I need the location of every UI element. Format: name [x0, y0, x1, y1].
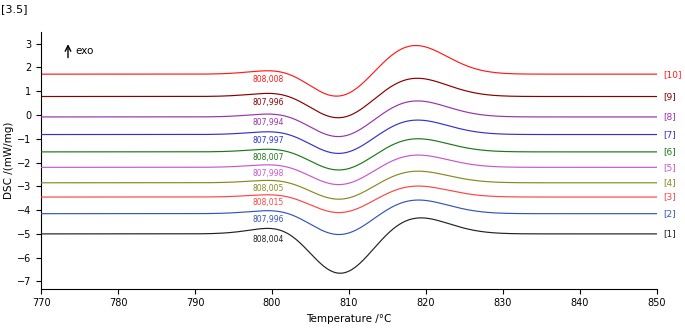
Text: 807,998: 807,998	[253, 169, 284, 177]
Text: 808,015: 808,015	[253, 198, 284, 207]
Text: 807,996: 807,996	[253, 98, 284, 107]
Text: [5]: [5]	[663, 163, 676, 172]
Text: [9]: [9]	[663, 92, 676, 101]
Text: [3]: [3]	[663, 193, 676, 201]
Text: 808,004: 808,004	[253, 235, 284, 244]
Text: 807,996: 807,996	[253, 215, 284, 224]
Text: exo: exo	[75, 46, 94, 56]
Text: 808,005: 808,005	[253, 184, 284, 193]
Text: [7]: [7]	[663, 130, 676, 139]
Text: [3.5]: [3.5]	[1, 4, 27, 14]
Text: [6]: [6]	[663, 147, 676, 156]
Text: 808,007: 808,007	[253, 153, 284, 162]
Text: [10]: [10]	[663, 70, 682, 79]
Text: 807,997: 807,997	[253, 136, 284, 145]
Text: 807,994: 807,994	[253, 118, 284, 127]
Text: [4]: [4]	[663, 178, 676, 187]
Y-axis label: DSC /(mW/mg): DSC /(mW/mg)	[4, 121, 14, 199]
Text: [1]: [1]	[663, 229, 676, 238]
Text: 808,008: 808,008	[253, 75, 284, 84]
Text: [8]: [8]	[663, 113, 676, 121]
X-axis label: Temperature /°C: Temperature /°C	[306, 314, 392, 324]
Text: [2]: [2]	[663, 209, 676, 218]
